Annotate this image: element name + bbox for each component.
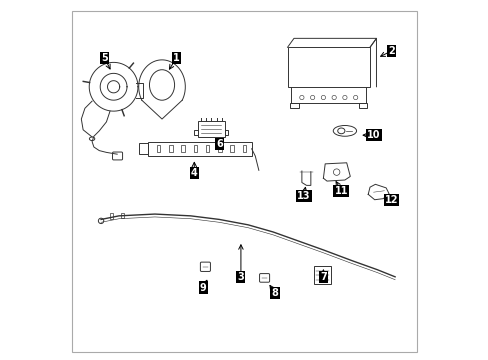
Bar xyxy=(156,145,160,152)
Bar xyxy=(147,141,251,156)
Bar xyxy=(194,130,198,135)
Text: 12: 12 xyxy=(384,195,397,205)
Bar xyxy=(230,145,234,152)
Bar xyxy=(168,145,172,152)
Text: 3: 3 xyxy=(237,272,244,282)
Bar xyxy=(313,266,330,284)
Bar xyxy=(198,121,224,137)
Bar xyxy=(242,145,246,152)
Bar xyxy=(358,103,366,108)
Text: 7: 7 xyxy=(319,272,326,282)
Bar xyxy=(290,103,298,108)
Bar xyxy=(121,213,124,219)
Bar xyxy=(193,145,197,152)
Bar xyxy=(205,145,209,152)
Bar xyxy=(139,143,147,154)
Text: 11: 11 xyxy=(334,186,347,196)
Bar xyxy=(181,145,184,152)
Text: 1: 1 xyxy=(173,53,180,63)
Text: 2: 2 xyxy=(387,46,394,56)
Text: 8: 8 xyxy=(271,288,278,298)
Bar xyxy=(110,213,113,219)
Text: 9: 9 xyxy=(200,283,206,293)
Text: 4: 4 xyxy=(190,168,197,178)
Text: 6: 6 xyxy=(216,139,223,149)
Text: 5: 5 xyxy=(101,53,108,63)
Text: 10: 10 xyxy=(366,130,380,140)
Bar xyxy=(218,145,221,152)
Bar xyxy=(224,130,228,135)
Text: 13: 13 xyxy=(296,191,310,201)
Bar xyxy=(287,47,369,87)
